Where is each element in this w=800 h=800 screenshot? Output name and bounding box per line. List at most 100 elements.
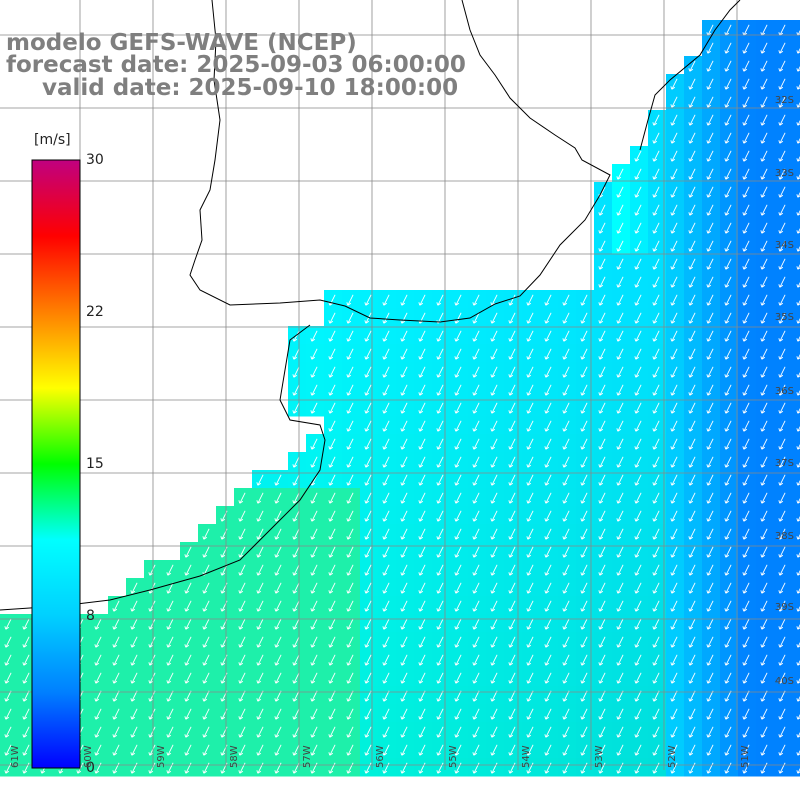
wind-arrow xyxy=(310,492,318,504)
wind-arrow xyxy=(310,690,318,702)
wind-arrow xyxy=(346,726,354,738)
wind-arrow xyxy=(598,294,606,306)
wind-arrow xyxy=(796,641,800,648)
wind-arrow xyxy=(634,294,642,306)
wind-arrow xyxy=(454,474,462,486)
wind-arrow xyxy=(652,294,660,306)
wind-arrow xyxy=(796,749,800,756)
wind-arrow xyxy=(184,582,192,594)
wind-arrow xyxy=(436,402,444,414)
wind-arrow xyxy=(292,402,300,414)
wind-arrow xyxy=(778,726,786,738)
wind-arrow xyxy=(652,456,660,468)
wind-arrow xyxy=(688,438,696,450)
wind-arrow xyxy=(796,47,800,54)
wind-arrow xyxy=(742,348,750,360)
wind-arrow xyxy=(742,456,750,468)
wind-arrow xyxy=(256,636,264,648)
wind-arrows xyxy=(4,24,800,774)
wind-arrow xyxy=(688,654,696,666)
wind-arrow xyxy=(490,618,498,630)
wind-arrow xyxy=(382,762,390,774)
wind-arrow xyxy=(724,618,732,630)
wind-arrow xyxy=(706,762,714,774)
wind-arrow xyxy=(778,762,786,774)
wind-arrow xyxy=(724,96,732,108)
wind-arrow xyxy=(526,492,534,504)
wind-arrow xyxy=(238,672,246,684)
wind-arrow xyxy=(652,420,660,432)
wind-arrow xyxy=(652,186,660,198)
wind-arrow xyxy=(634,438,642,450)
wind-arrow xyxy=(166,744,174,756)
wind-arrow xyxy=(616,546,624,558)
wind-arrow xyxy=(526,294,534,306)
wind-arrow xyxy=(706,510,714,522)
wind-arrow xyxy=(760,420,768,432)
wind-arrow xyxy=(202,762,210,774)
wind-arrow xyxy=(184,762,192,774)
wind-arrow xyxy=(490,312,498,324)
wind-cell xyxy=(792,614,800,633)
wind-arrow xyxy=(616,240,624,252)
wind-arrow xyxy=(310,600,318,612)
wind-arrow xyxy=(310,546,318,558)
wind-arrow xyxy=(544,420,552,432)
wind-arrow xyxy=(778,600,786,612)
wind-arrow xyxy=(364,474,372,486)
wind-arrow xyxy=(328,438,336,450)
wind-arrow xyxy=(544,510,552,522)
coastline xyxy=(189,0,611,323)
wind-arrow xyxy=(508,330,516,342)
colorbar-tick-label: 0 xyxy=(86,760,95,776)
wind-arrow xyxy=(472,312,480,324)
wind-arrow xyxy=(616,492,624,504)
wind-arrow xyxy=(760,348,768,360)
wind-arrow xyxy=(526,330,534,342)
wind-arrow xyxy=(796,677,800,684)
wind-arrow xyxy=(472,510,480,522)
wind-arrow xyxy=(526,582,534,594)
wind-arrow xyxy=(256,564,264,576)
wind-arrow xyxy=(310,366,318,378)
wind-arrow xyxy=(742,402,750,414)
wind-arrow xyxy=(382,492,390,504)
wind-arrow xyxy=(598,672,606,684)
wind-arrow xyxy=(544,546,552,558)
wind-arrow xyxy=(598,222,606,234)
wind-arrow xyxy=(454,312,462,324)
wind-arrow xyxy=(706,276,714,288)
wind-arrow xyxy=(580,708,588,720)
wind-arrow xyxy=(724,636,732,648)
wind-arrow xyxy=(472,456,480,468)
wind-arrow xyxy=(580,726,588,738)
wind-arrow xyxy=(382,618,390,630)
wind-arrow xyxy=(112,600,120,612)
wind-arrow xyxy=(508,510,516,522)
wind-arrow xyxy=(652,168,660,180)
wind-arrow xyxy=(652,348,660,360)
wind-arrow xyxy=(688,564,696,576)
wind-arrow xyxy=(112,762,120,774)
wind-arrow xyxy=(508,636,516,648)
wind-arrow xyxy=(778,330,786,342)
wind-arrow xyxy=(562,312,570,324)
wind-arrow xyxy=(256,690,264,702)
wind-arrow xyxy=(544,402,552,414)
wind-arrow xyxy=(562,366,570,378)
wind-cell xyxy=(792,272,800,291)
title-valid-date: valid date: 2025-09-10 18:00:00 xyxy=(42,75,459,101)
wind-arrow xyxy=(274,564,282,576)
wind-arrow xyxy=(634,546,642,558)
wind-arrow xyxy=(616,600,624,612)
wind-arrow xyxy=(508,564,516,576)
wind-arrow xyxy=(760,636,768,648)
wind-arrow xyxy=(364,492,372,504)
wind-arrow xyxy=(580,456,588,468)
wind-arrow xyxy=(436,600,444,612)
wind-arrow xyxy=(436,654,444,666)
wind-arrow xyxy=(580,762,588,774)
wind-arrow xyxy=(670,366,678,378)
wind-arrow xyxy=(508,582,516,594)
wind-arrow xyxy=(796,605,800,612)
